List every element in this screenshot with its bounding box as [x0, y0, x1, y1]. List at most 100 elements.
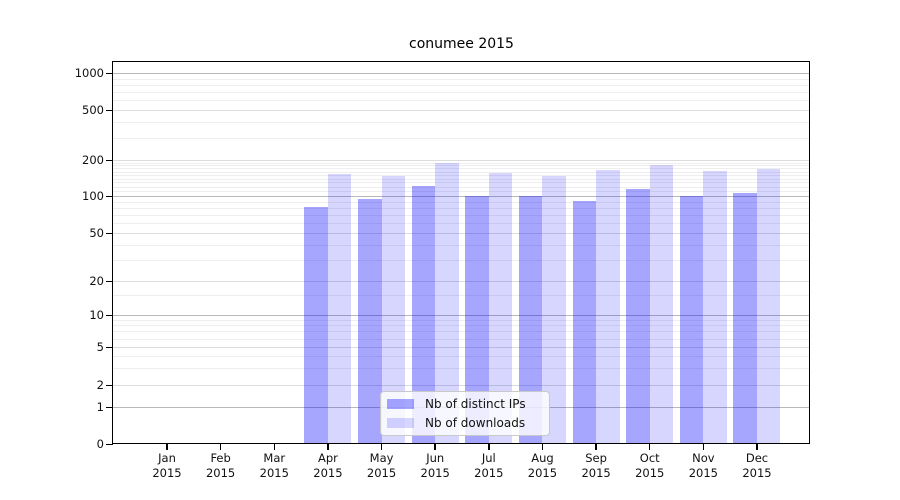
x-tick-year: 2015 [688, 466, 718, 480]
y-tick-label: 100 [82, 189, 104, 203]
x-tick-label-aug: Aug 2015 [514, 451, 570, 481]
x-tick-year: 2015 [635, 466, 665, 480]
x-tick-mark [273, 444, 276, 450]
gridline-minor [113, 223, 810, 225]
x-tick-label-apr: Apr 2015 [300, 451, 356, 481]
y-tick-label: 500 [82, 103, 104, 117]
y-tick-label: 50 [89, 226, 104, 240]
gridline-minor [113, 338, 810, 340]
y-tick-mark [106, 109, 113, 111]
y-tick-label: 20 [89, 274, 104, 288]
gridline-major [113, 315, 810, 316]
y-tick-mark [106, 314, 113, 316]
x-tick-month: Jan [158, 451, 176, 465]
y-tick-mark [106, 232, 113, 234]
gridline-major [113, 73, 810, 74]
gridline-minor [113, 178, 810, 180]
y-tick-mark [106, 159, 113, 161]
gridline-minor [113, 201, 810, 203]
bar-distinct-ips-dec [733, 192, 757, 444]
bar-downloads-apr [327, 173, 352, 444]
x-tick-label-jul: Jul 2015 [461, 451, 517, 481]
bar-downloads-dec [756, 169, 781, 444]
gridline-minor [113, 207, 810, 209]
gridline-minor [113, 100, 810, 102]
y-tick-mark [106, 280, 113, 282]
gridline-minor [113, 122, 810, 124]
x-tick-mark [434, 444, 436, 450]
gridline-minor [113, 186, 810, 188]
gridline-minor [113, 92, 810, 94]
y-tick-label: 0 [96, 437, 104, 451]
y-tick-mark [106, 406, 113, 408]
bar-downloads-jun [435, 162, 459, 444]
x-tick-month: Mar [263, 451, 286, 465]
x-tick-label-oct: Oct 2015 [622, 451, 678, 481]
gridline-minor [113, 171, 810, 173]
y-tick-label: 10 [89, 308, 104, 322]
x-tick-label-sep: Sep 2015 [568, 451, 624, 481]
bar-downloads-oct [649, 164, 674, 444]
gridline-minor [113, 259, 810, 261]
x-tick-mark [327, 444, 329, 450]
x-tick-month: Sep [585, 451, 607, 465]
bar-distinct-ips-jul [465, 196, 489, 444]
bar-distinct-ips-nov [679, 196, 704, 444]
legend-item: Nb of distinct IPs [381, 396, 549, 412]
x-tick-month: Nov [692, 451, 715, 465]
y-tick-mark [106, 384, 113, 386]
gridline-mid [113, 233, 810, 234]
bar-downloads-aug [542, 175, 566, 444]
bar-distinct-ips-apr [304, 206, 328, 444]
x-tick-month: Jun [426, 451, 445, 465]
bar-distinct-ips-sep [572, 201, 597, 444]
gridline-minor [113, 165, 810, 167]
x-tick-mark [648, 444, 651, 450]
gridline-minor [113, 78, 810, 80]
x-tick-year: 2015 [474, 466, 504, 480]
legend: Nb of distinct IPs Nb of downloads [380, 391, 550, 436]
gridline-mid [113, 281, 810, 282]
gridline-minor [113, 244, 810, 246]
gridline-minor [113, 331, 810, 333]
x-tick-month: Feb [210, 451, 231, 465]
x-tick-month: May [369, 451, 394, 465]
gridline-mid [113, 160, 810, 161]
y-tick-mark [106, 72, 113, 74]
x-tick-mark [595, 444, 597, 450]
x-tick-month: Apr [317, 451, 338, 465]
gridline-mid [113, 347, 810, 348]
legend-label: Nb of distinct IPs [425, 397, 526, 411]
x-tick-month: Aug [531, 451, 554, 465]
x-tick-month: Jul [481, 451, 496, 465]
y-tick-mark [106, 443, 113, 445]
x-tick-label-nov: Nov 2015 [675, 451, 731, 481]
x-tick-year: 2015 [742, 466, 772, 480]
x-tick-mark [702, 444, 705, 450]
gridline-minor [113, 182, 810, 184]
x-tick-year: 2015 [152, 466, 182, 480]
legend-label: Nb of downloads [425, 416, 526, 430]
x-tick-year: 2015 [366, 466, 397, 480]
gridline-mid [113, 110, 810, 111]
chart-title: conumee 2015 [409, 36, 514, 52]
bar-distinct-ips-oct [626, 189, 650, 444]
x-tick-label-dec: Dec 2015 [729, 451, 785, 481]
bar-downloads-may [381, 176, 406, 444]
bar-distinct-ips-may [358, 199, 382, 444]
x-tick-mark [541, 444, 544, 450]
x-tick-year: 2015 [205, 466, 236, 480]
x-tick-mark [219, 444, 222, 450]
x-tick-year: 2015 [581, 466, 611, 480]
x-tick-mark [488, 444, 490, 450]
legend-swatch-icon [387, 418, 414, 428]
gridline-minor [113, 325, 810, 327]
bar-distinct-ips-jun [411, 186, 436, 444]
x-tick-year: 2015 [420, 466, 450, 480]
x-tick-mark [756, 444, 758, 450]
bar-downloads-sep [596, 169, 620, 444]
y-tick-mark [106, 195, 113, 197]
x-tick-label-may: May 2015 [354, 451, 410, 481]
bar-downloads-nov [703, 170, 727, 444]
gridline-minor [113, 368, 810, 370]
